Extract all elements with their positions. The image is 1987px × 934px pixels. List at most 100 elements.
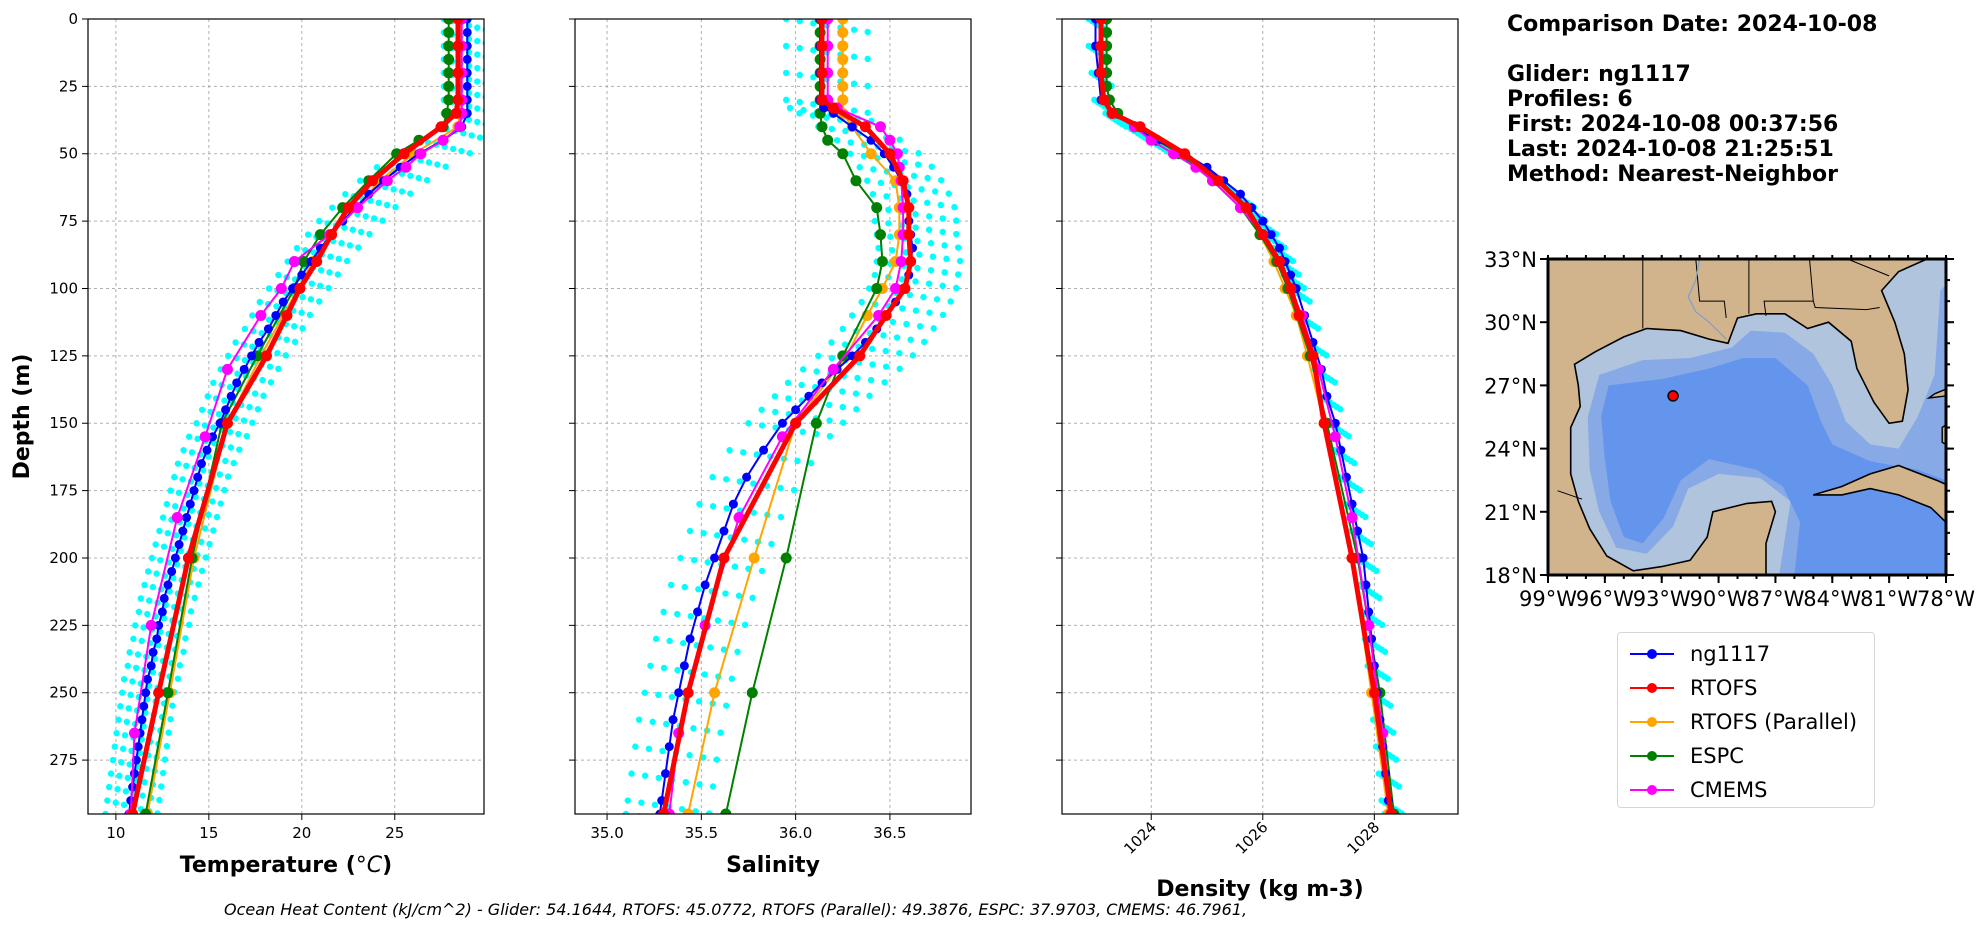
glider-position-marker xyxy=(1667,390,1679,402)
glider-raw-point xyxy=(856,164,863,171)
glider-raw-point xyxy=(686,527,694,535)
comparison-info: Comparison Date: 2024-10-08 Glider: ng11… xyxy=(1507,12,1877,187)
glider-raw-point xyxy=(783,69,790,77)
glider-raw-point xyxy=(815,352,822,360)
glider-raw-point xyxy=(126,761,133,768)
glider-raw-point xyxy=(144,822,150,828)
series-point-ng1117 xyxy=(170,553,180,563)
glider-raw-point xyxy=(796,98,803,106)
glider-raw-point xyxy=(249,343,256,350)
glider-raw-point xyxy=(921,338,928,346)
glider-raw-point xyxy=(434,161,441,168)
glider-raw-point xyxy=(134,651,142,658)
glider-raw-point xyxy=(666,637,673,645)
glider-raw-point xyxy=(181,534,188,541)
series-point-ng1117 xyxy=(777,418,787,428)
glider-raw-point xyxy=(847,139,854,146)
legend-swatch-marker xyxy=(1647,683,1657,693)
glider-raw-point xyxy=(783,19,790,23)
glider-raw-point xyxy=(226,383,234,391)
glider-raw-point xyxy=(652,635,660,643)
glider-raw-point xyxy=(850,80,858,87)
series-point-rtofs xyxy=(854,350,866,362)
series-point-rtofs xyxy=(1095,40,1107,52)
series-point-rtofs xyxy=(899,282,911,294)
glider-raw-point xyxy=(468,132,475,139)
series-point-ng1117 xyxy=(679,661,689,671)
glider-raw-point xyxy=(659,747,666,755)
glider-raw-point xyxy=(1295,271,1302,278)
glider-raw-point xyxy=(165,729,172,736)
series-line-cmems xyxy=(129,19,463,814)
glider-raw-point xyxy=(152,541,159,548)
glider-raw-point xyxy=(810,20,817,27)
glider-raw-point xyxy=(723,476,730,483)
y-tick-label: 150 xyxy=(49,414,78,432)
glider-raw-point xyxy=(850,107,858,114)
series-point-espc xyxy=(746,687,758,699)
glider-raw-point xyxy=(221,486,228,494)
glider-raw-point xyxy=(161,756,169,763)
glider-raw-point xyxy=(925,280,933,287)
glider-raw-point xyxy=(392,203,399,211)
glider-raw-point xyxy=(741,621,749,629)
glider-raw-point xyxy=(180,648,187,655)
series-point-espc xyxy=(1101,26,1113,38)
glider-raw-point xyxy=(650,815,656,821)
series-point-ng1117 xyxy=(254,337,264,347)
comparison-method: Method: Nearest-Neighbor xyxy=(1507,162,1838,187)
series-point-rtofs xyxy=(658,808,670,814)
glider-raw-point xyxy=(1388,815,1394,821)
series-point-rtofs xyxy=(127,808,139,814)
glider-raw-point xyxy=(119,815,125,821)
series-point-espc xyxy=(443,53,455,65)
glider-raw-point xyxy=(628,770,635,777)
glider-raw-point xyxy=(663,817,669,823)
glider-raw-point xyxy=(476,134,484,141)
glider-raw-point xyxy=(202,554,210,561)
glider-raw-point xyxy=(235,430,242,438)
glider-raw-point xyxy=(926,309,933,316)
glider-raw-point xyxy=(896,136,903,143)
glider-raw-point xyxy=(871,217,879,225)
series-point-ng1117 xyxy=(189,486,199,496)
series-point-espc xyxy=(1101,53,1113,65)
glider-raw-point xyxy=(667,581,675,589)
glider-raw-point xyxy=(929,253,937,260)
glider-raw-point xyxy=(809,112,817,119)
series-point-rtofs xyxy=(1385,808,1397,814)
glider-raw-point xyxy=(246,403,253,411)
glider-raw-point xyxy=(191,594,198,602)
series-point-espc xyxy=(443,19,455,25)
glider-raw-point xyxy=(104,797,111,804)
legend-label: ng1117 xyxy=(1690,642,1771,666)
series-point-espc xyxy=(314,229,326,241)
state-border xyxy=(1812,300,1880,311)
glider-raw-point xyxy=(735,592,743,599)
glider-raw-point xyxy=(920,293,927,301)
series-point-espc xyxy=(443,94,455,106)
series-point-rtofs xyxy=(398,148,410,160)
glider-raw-point xyxy=(916,251,923,258)
x-axis-label: Temperature (°C) xyxy=(180,853,392,878)
glider-raw-point xyxy=(869,190,877,198)
glider-raw-point xyxy=(188,449,196,456)
glider-raw-point xyxy=(127,691,134,699)
glider-raw-point xyxy=(882,363,890,370)
glider-raw-point xyxy=(696,500,703,508)
glider-raw-point xyxy=(390,186,397,193)
glider-raw-point xyxy=(758,406,765,413)
legend-swatch-marker xyxy=(1647,649,1657,659)
x-tick-label: 10 xyxy=(106,824,125,842)
series-point-cmems xyxy=(381,175,393,187)
glider-raw-point xyxy=(1392,756,1400,763)
legend: ng1117 RTOFS RTOFS (Parallel) ESPC CMEMS xyxy=(1617,632,1875,808)
series-point-rtofs xyxy=(816,67,828,79)
state-border xyxy=(1763,259,1814,316)
glider-raw-point xyxy=(870,166,877,173)
series-point-ng1117 xyxy=(462,54,472,64)
glider-raw-point xyxy=(474,91,481,99)
legend-swatch-marker xyxy=(1647,751,1657,761)
x-tick-label: 36.0 xyxy=(779,824,812,842)
series-point-rtofs xyxy=(1307,350,1319,362)
